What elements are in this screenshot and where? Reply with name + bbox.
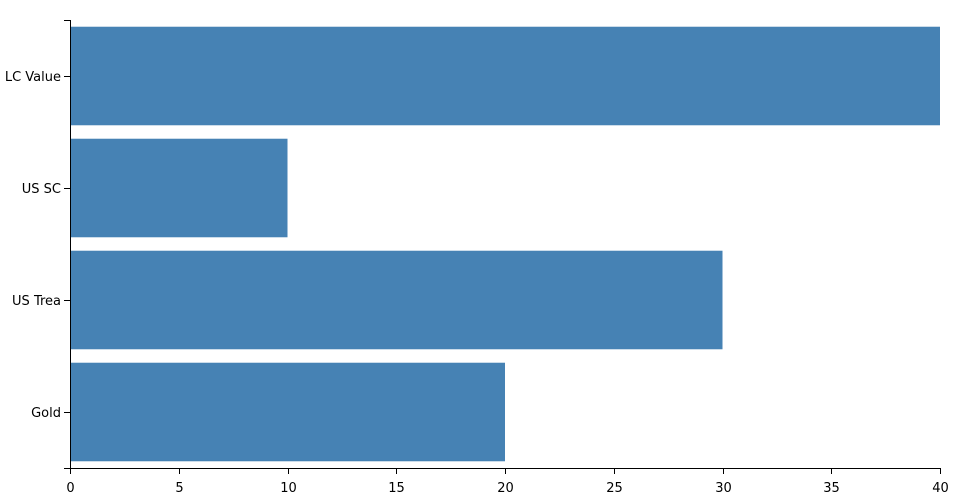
y-tick-label: LC Value: [5, 70, 61, 85]
x-tick-label: 15: [388, 481, 405, 496]
y-tick-label: Gold: [31, 406, 61, 421]
x-tick-label: 20: [497, 481, 514, 496]
bar: [70, 250, 723, 350]
bar: [70, 26, 940, 126]
x-tick-label: 10: [280, 481, 297, 496]
y-tick-label: US SC: [22, 182, 61, 197]
bar: [70, 138, 288, 238]
x-tick-label: 0: [66, 481, 74, 496]
x-tick-label: 35: [823, 481, 840, 496]
x-tick-label: 30: [715, 481, 732, 496]
y-tick-label: US Trea: [12, 294, 61, 309]
y-axis: [64, 20, 71, 469]
x-tick-label: 40: [932, 481, 949, 496]
bar: [70, 362, 505, 462]
x-tick-label: 5: [175, 481, 183, 496]
x-tick-label: 25: [606, 481, 623, 496]
